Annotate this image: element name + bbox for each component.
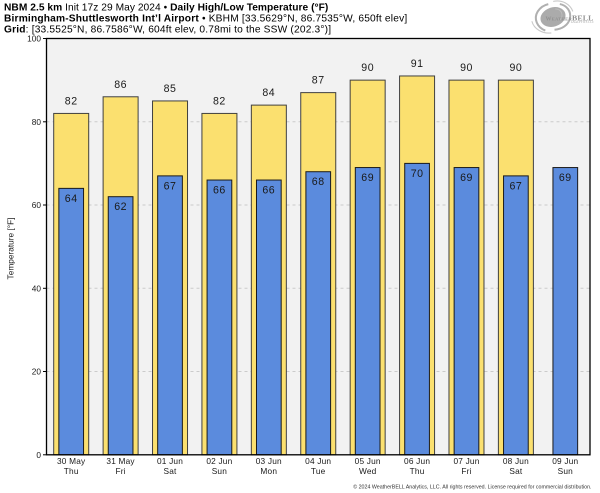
svg-text:NBM 2.5 km Init 17z 29 May 202: NBM 2.5 km Init 17z 29 May 2024 • Daily … [4, 3, 328, 14]
svg-text:01 Jun: 01 Jun [157, 456, 183, 466]
svg-text:60: 60 [32, 200, 42, 210]
svg-text:20: 20 [32, 367, 42, 377]
svg-text:03 Jun: 03 Jun [256, 456, 282, 466]
svg-text:ANALYTICS LLC: ANALYTICS LLC [571, 21, 594, 24]
svg-text:64: 64 [65, 193, 78, 205]
svg-text:07 Jun: 07 Jun [453, 456, 479, 466]
svg-text:80: 80 [32, 117, 42, 127]
svg-text:09 Jun: 09 Jun [552, 456, 578, 466]
svg-text:Sun: Sun [558, 466, 574, 476]
svg-text:Temperature [°F]: Temperature [°F] [6, 218, 16, 280]
svg-text:68: 68 [312, 176, 325, 188]
svg-text:06 Jun: 06 Jun [404, 456, 430, 466]
svg-text:Thu: Thu [410, 466, 425, 476]
svg-text:05 Jun: 05 Jun [355, 456, 381, 466]
svg-text:82: 82 [213, 95, 226, 107]
svg-text:Grid: [33.5525°N, 86.7586°W, 6: Grid: [33.5525°N, 86.7586°W, 604ft elev,… [4, 25, 331, 36]
svg-text:70: 70 [411, 168, 424, 180]
svg-text:Birmingham-Shuttlesworth Int’l: Birmingham-Shuttlesworth Int’l Airport •… [4, 14, 407, 25]
svg-text:82: 82 [65, 95, 78, 107]
svg-text:87: 87 [312, 75, 325, 87]
svg-text:84: 84 [262, 87, 275, 99]
svg-text:69: 69 [361, 172, 374, 184]
svg-text:69: 69 [559, 172, 572, 184]
svg-text:90: 90 [460, 62, 473, 74]
svg-text:90: 90 [510, 62, 523, 74]
svg-text:100: 100 [27, 34, 41, 44]
svg-text:Wed: Wed [359, 466, 377, 476]
svg-text:WEATHERBELL: WEATHERBELL [546, 13, 594, 22]
svg-text:67: 67 [164, 180, 177, 192]
svg-text:02 Jun: 02 Jun [206, 456, 232, 466]
svg-text:91: 91 [411, 58, 424, 70]
svg-text:Fri: Fri [115, 466, 125, 476]
svg-text:30 May: 30 May [57, 456, 86, 466]
svg-text:04 Jun: 04 Jun [305, 456, 331, 466]
svg-text:90: 90 [361, 62, 374, 74]
svg-text:86: 86 [114, 79, 127, 91]
svg-text:© 2024 WeatherBELL Analytics,: © 2024 WeatherBELL Analytics, LLC. All r… [353, 484, 591, 491]
svg-text:62: 62 [114, 201, 127, 213]
svg-text:66: 66 [262, 185, 275, 197]
svg-text:Sun: Sun [212, 466, 228, 476]
svg-text:85: 85 [164, 83, 177, 95]
svg-text:66: 66 [213, 185, 226, 197]
svg-text:08 Jun: 08 Jun [503, 456, 529, 466]
svg-text:31 May: 31 May [106, 456, 135, 466]
svg-text:Thu: Thu [64, 466, 79, 476]
svg-text:Sat: Sat [163, 466, 177, 476]
svg-text:Sat: Sat [509, 466, 523, 476]
svg-text:Tue: Tue [311, 466, 326, 476]
svg-text:Mon: Mon [260, 466, 277, 476]
svg-text:40: 40 [32, 283, 42, 293]
svg-text:69: 69 [460, 172, 473, 184]
svg-text:0: 0 [36, 450, 41, 460]
svg-text:Fri: Fri [461, 466, 471, 476]
svg-text:67: 67 [510, 180, 523, 192]
